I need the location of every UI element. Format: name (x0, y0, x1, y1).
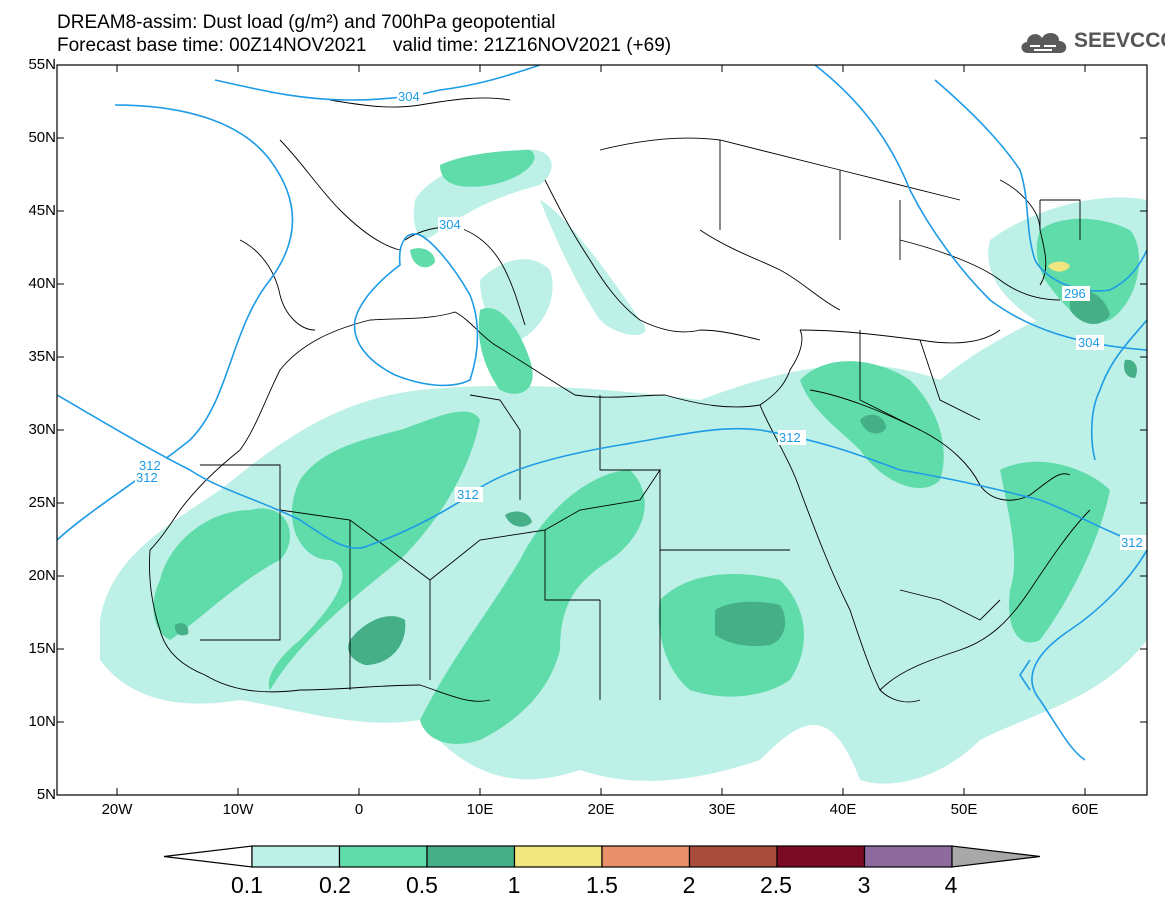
contour-label: 304 (1078, 335, 1100, 350)
colorbar-tick-label: 2.5 (760, 872, 792, 898)
colorbar-box (513, 845, 603, 868)
colorbar-tick-label: 1.5 (586, 872, 618, 898)
lat-label: 30N (28, 421, 56, 438)
dust-fill-peak (1048, 261, 1070, 272)
lat-label: 5N (36, 786, 56, 803)
colorbar-box (776, 845, 866, 868)
colorbar-tick-label: 3 (857, 872, 871, 898)
lon-label: 30E (708, 801, 736, 818)
axis-ticks (57, 64, 1147, 796)
seevccc-logo: SEEVCCC (1018, 24, 1165, 58)
lon-label: 60E (1071, 801, 1099, 818)
colorbar-over-triangle (951, 845, 1041, 868)
colorbar-under-triangle (163, 845, 253, 868)
dust-fill-dark (174, 288, 1137, 665)
cloud-icon (1021, 32, 1067, 53)
contour-labels: 304 304 296 304 312 312 312 312 312 (135, 89, 1147, 550)
contour-label: 312 (136, 470, 158, 485)
lat-label: 35N (28, 348, 56, 365)
colorbar-box (426, 845, 516, 868)
contour-label: 312 (1121, 535, 1143, 550)
colorbar-box (688, 845, 778, 868)
contour-label: 312 (457, 487, 479, 502)
colorbar-tick-label: 0.2 (319, 872, 351, 898)
contour-label: 296 (1064, 286, 1086, 301)
colorbar-box (863, 845, 953, 868)
lon-label: 10W (222, 801, 254, 818)
colorbar-tick-label: 1 (507, 872, 521, 898)
lon-label: 20E (587, 801, 615, 818)
lat-label: 50N (28, 129, 56, 146)
lon-label: 0 (354, 801, 364, 818)
colorbar-tick-label: 4 (944, 872, 958, 898)
colorbar-tick-label: 0.1 (231, 872, 263, 898)
lat-label: 20N (28, 567, 56, 584)
lon-label: 50E (950, 801, 978, 818)
contour-label: 312 (779, 430, 801, 445)
coastlines-and-borders (149, 97, 1091, 703)
colorbar-box (338, 845, 428, 868)
colorbar-tick-label: 0.5 (406, 872, 438, 898)
lon-label: 20W (101, 801, 133, 818)
colorbar-box (251, 845, 341, 868)
lon-label: 10E (466, 801, 494, 818)
contour-label: 312 (139, 458, 161, 473)
lat-label: 10N (28, 713, 56, 730)
colorbar-box (601, 845, 691, 868)
contour-label: 304 (439, 217, 461, 232)
map-subtitle: Forecast base time: 00Z14NOV2021 valid t… (57, 35, 672, 56)
lat-label: 15N (28, 640, 56, 657)
colorbar (163, 845, 1041, 868)
contour-label: 304 (398, 89, 420, 104)
lat-label: 45N (28, 202, 56, 219)
map-title: DREAM8-assim: Dust load (g/m²) and 700hP… (57, 12, 556, 33)
lat-label: 40N (28, 275, 56, 292)
colorbar-tick-label: 2 (682, 872, 696, 898)
lat-label: 55N (28, 56, 56, 73)
lon-label: 40E (829, 801, 857, 818)
lat-label: 25N (28, 494, 56, 511)
logo-text: SEEVCCC (1074, 29, 1165, 52)
